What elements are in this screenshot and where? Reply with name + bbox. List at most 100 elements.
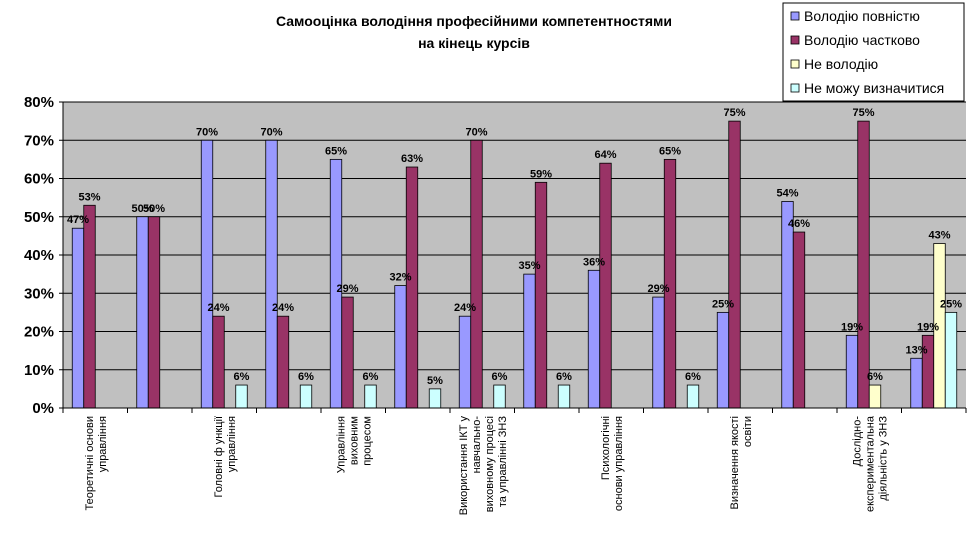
bar xyxy=(276,315,290,409)
category-label: навчально- xyxy=(471,416,483,474)
y-tick-label: 0% xyxy=(32,400,54,417)
bar xyxy=(235,384,248,409)
bar xyxy=(136,216,149,409)
legend-swatch xyxy=(790,35,800,45)
bar xyxy=(944,311,958,409)
data-label: 6% xyxy=(556,371,572,383)
y-tick-label: 50% xyxy=(24,209,54,226)
bar xyxy=(557,384,571,409)
bar xyxy=(716,311,730,409)
y-axis: 0% 10% 20% 30% 40% 50% 60% 70% 80% xyxy=(24,94,64,417)
data-label: 65% xyxy=(325,145,347,157)
bar xyxy=(458,315,472,409)
bar xyxy=(845,334,859,409)
category-label: Використання ІКТ у xyxy=(458,416,470,516)
category-label: Управління xyxy=(335,416,347,473)
data-label: 59% xyxy=(530,168,552,180)
data-label: 6% xyxy=(363,371,379,383)
category-label: освіти xyxy=(742,416,754,447)
bar xyxy=(686,384,700,409)
bar xyxy=(587,269,601,409)
legend: Володію повністю Володію частково Не волод… xyxy=(782,2,965,102)
data-label: 50% xyxy=(143,203,165,215)
category-label: Психологічні xyxy=(600,416,612,480)
bar xyxy=(405,166,419,409)
data-label: 53% xyxy=(78,191,100,203)
bar xyxy=(364,384,377,409)
bar xyxy=(147,216,161,409)
bar xyxy=(428,388,442,409)
data-label: 25% xyxy=(940,298,962,310)
bar xyxy=(534,181,548,409)
data-label: 19% xyxy=(917,321,939,333)
y-tick-label: 10% xyxy=(24,362,54,379)
data-label: 6% xyxy=(234,371,250,383)
data-label: 29% xyxy=(647,283,669,295)
data-label: 24% xyxy=(454,302,476,314)
data-label: 13% xyxy=(905,344,927,356)
category-label: управління xyxy=(97,416,109,472)
data-label: 75% xyxy=(723,107,745,119)
bar xyxy=(493,384,506,409)
data-label: 6% xyxy=(298,371,314,383)
data-label: 24% xyxy=(272,302,294,314)
bar xyxy=(299,384,313,409)
data-label: 35% xyxy=(518,260,540,272)
bar xyxy=(910,357,923,409)
y-tick-label: 20% xyxy=(24,324,54,341)
data-label: 24% xyxy=(207,302,229,314)
data-label: 46% xyxy=(788,218,810,230)
bar xyxy=(781,201,794,409)
data-label: 65% xyxy=(659,145,681,157)
bar xyxy=(470,139,483,409)
data-label: 50% xyxy=(131,203,153,215)
bar xyxy=(212,315,225,409)
data-label: 32% xyxy=(389,272,411,284)
legend-swatch xyxy=(790,11,800,21)
data-label: 70% xyxy=(465,126,487,138)
data-label: 47% xyxy=(67,214,89,226)
x-axis: Теоретичні основи управління Головні ф унк… xyxy=(62,407,967,516)
data-label: 64% xyxy=(594,149,616,161)
data-label: 70% xyxy=(260,126,282,138)
data-label: 19% xyxy=(841,321,863,333)
bar xyxy=(265,139,278,409)
data-label: 6% xyxy=(492,371,508,383)
data-label: 54% xyxy=(776,187,798,199)
category-label: виховним xyxy=(348,416,360,465)
category-label: процесом xyxy=(361,416,373,466)
data-label: 5% xyxy=(427,375,443,387)
category-label: Теоретичні основи xyxy=(84,416,96,511)
category-label: Дослідно- xyxy=(851,416,863,467)
legend-swatch xyxy=(790,83,800,93)
legend-label: Не можу визначитися xyxy=(804,80,944,96)
data-label: 43% xyxy=(928,230,950,242)
y-tick-label: 30% xyxy=(24,285,54,302)
legend-label: Володію частково xyxy=(804,32,920,48)
category-label: діяльність у ЗНЗ xyxy=(877,416,889,501)
data-label: 6% xyxy=(685,371,701,383)
chart-title-line-1: Самооцінка володіння професійними компет… xyxy=(276,13,672,29)
category-label: та управлінні ЗНЗ xyxy=(497,416,509,507)
bar xyxy=(200,139,214,409)
data-labels: 47% 50% 70% 70% 65% 32% 24% 35% 36% 29% 25% 54% 19% 1… xyxy=(67,107,962,387)
chart-title-line-2: на кінець курсів xyxy=(418,35,530,51)
data-label: 6% xyxy=(867,371,883,383)
bar xyxy=(71,227,85,409)
y-tick-label: 40% xyxy=(24,247,54,264)
legend-swatch xyxy=(790,59,800,69)
bar xyxy=(728,120,741,409)
bar xyxy=(83,204,96,409)
category-label: Головні ф ункції xyxy=(213,416,225,497)
bar xyxy=(394,285,407,409)
category-label: Визначення якості xyxy=(729,416,741,509)
data-label: 63% xyxy=(401,153,423,165)
legend-label: Не володію xyxy=(804,56,878,72)
data-label: 29% xyxy=(336,283,358,295)
bar xyxy=(857,120,870,409)
data-label: 75% xyxy=(852,107,874,119)
data-label: 70% xyxy=(196,126,218,138)
y-tick-label: 80% xyxy=(24,94,54,111)
bar xyxy=(792,231,806,409)
